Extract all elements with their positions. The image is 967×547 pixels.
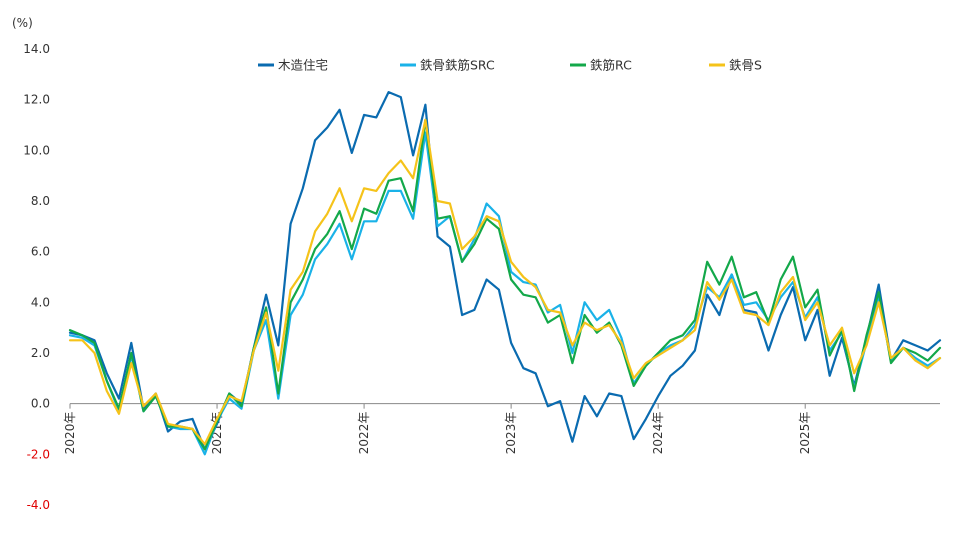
- x-tick-label: 2020年: [63, 412, 77, 455]
- series-line-1: [68, 131, 942, 456]
- y-tick-label: -4.0: [27, 498, 50, 512]
- y-tick-label: 12.0: [23, 93, 50, 107]
- legend-label: 木造住宅: [278, 58, 328, 73]
- y-tick-label: 14.0: [23, 42, 50, 56]
- x-tick-label: 2024年: [651, 412, 665, 455]
- series-lines: [68, 91, 942, 456]
- legend-label: 鉄骨S: [729, 58, 762, 73]
- x-axis: 2020年 2021年 2022年 2023年 2024年 2025年: [63, 403, 940, 455]
- y-axis-ticks: 14.0 12.0 10.0 8.0 6.0 4.0 2.0 0.0 -2.0 -4.0: [23, 42, 50, 512]
- series-line-3: [68, 118, 942, 446]
- y-tick-label: 2.0: [31, 346, 50, 360]
- x-tick-label: 2023年: [504, 412, 518, 455]
- y-axis-unit-label: (%): [12, 16, 33, 30]
- y-tick-label: 0.0: [31, 397, 50, 411]
- series-line-0: [68, 91, 942, 451]
- y-tick-label: 8.0: [31, 194, 50, 208]
- y-tick-label: 10.0: [23, 143, 50, 157]
- y-tick-label: -2.0: [27, 447, 50, 461]
- legend: 木造住宅 鉄骨鉄筋SRC 鉄筋RC 鉄骨S: [258, 58, 762, 73]
- x-tick-label: 2021年: [210, 412, 224, 455]
- legend-label: 鉄骨鉄筋SRC: [420, 58, 495, 73]
- y-tick-label: 6.0: [31, 245, 50, 259]
- y-tick-label: 4.0: [31, 295, 50, 309]
- x-tick-label: 2025年: [798, 412, 812, 455]
- legend-label: 鉄筋RC: [590, 58, 632, 73]
- series-line-2: [68, 118, 942, 451]
- x-tick-label: 2022年: [357, 412, 371, 455]
